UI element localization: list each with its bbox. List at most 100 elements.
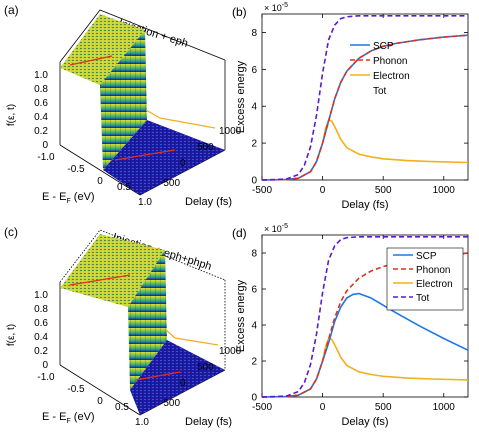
x-tick-label: 0.5: [117, 182, 131, 193]
z-tick-label: 0.6: [34, 98, 48, 109]
y-axis-label: Excess energy: [235, 279, 247, 352]
series-line-scp: [261, 34, 469, 181]
panel-c-surface-top: [60, 234, 165, 307]
z-tick-label: 0.8: [34, 84, 48, 95]
legend-label: Electron: [416, 279, 453, 290]
panel-c-surface-wall: [128, 250, 167, 390]
y-tick-label: 500: [197, 362, 214, 373]
y-multiplier-exp: -5: [282, 2, 288, 9]
x-tick-label: 0: [97, 176, 103, 187]
x-label-sub: F: [66, 198, 70, 205]
y-tick-label: 0: [180, 378, 186, 389]
panel-a-y-ticks: 1000 500 0 -500: [160, 126, 242, 189]
panel-a-surface-wall: [100, 30, 147, 170]
x-tick-label: 1000: [433, 402, 456, 413]
panel-c-x-ticks: -1.0 -0.5 0 0.5 1.0: [37, 372, 149, 428]
x-tick-label: 0: [320, 185, 326, 196]
legend-label: Tot: [373, 86, 387, 97]
legend-box: [386, 247, 464, 311]
x-label-main: E - E: [42, 411, 66, 423]
x-tick-label: 0.5: [115, 402, 129, 413]
y-tick-label: 0: [251, 176, 257, 187]
series-line-electron: [261, 119, 469, 181]
panel-a: (a) Injection + eph 1.0 0.8 0.6 0.4 0.2 …: [4, 3, 242, 208]
panel-a-z-ticks: 1.0 0.8 0.6 0.4 0.2 0: [34, 70, 48, 151]
series-line-phonon: [261, 34, 469, 181]
y-tick-label: 8: [251, 249, 257, 260]
y-tick-label: 8: [251, 28, 257, 39]
panel-a-x-axis: [59, 144, 141, 196]
x-axis-label: Delay (fs): [341, 199, 388, 211]
y-tick-label: 4: [251, 321, 257, 332]
series-line-tot: [261, 15, 468, 181]
legend-label: SCP: [416, 251, 437, 262]
legend-label: SCP: [373, 41, 394, 52]
y-tick-label: 6: [251, 285, 257, 296]
z-tick-label: 0.4: [34, 332, 48, 343]
panel-a-surface-floor: [103, 120, 225, 195]
plot-frame: [261, 234, 469, 398]
y-tick-label: 2: [251, 357, 257, 368]
panel-c: (c) Injection + eph+phph 1.0 0.8 0.6 0.4…: [4, 225, 242, 428]
panel-c-z-label: f(ε, t): [6, 324, 17, 346]
x-tick-label: -500: [252, 402, 272, 413]
y-tick-label: -500: [160, 398, 180, 409]
x-tick-label: -0.5: [67, 164, 85, 175]
z-tick-label: 0.4: [34, 112, 48, 123]
y-axis-label: Excess energy: [235, 60, 247, 133]
y-tick-label: 1000: [219, 346, 242, 357]
panel-label: (b): [232, 5, 247, 19]
x-label-sub: F: [66, 418, 70, 425]
x-tick-label: -0.5: [67, 384, 85, 395]
panel-a-box-back: [59, 9, 226, 63]
panel-c-y-label: Delay (fs): [185, 416, 232, 428]
y-tick-label: 4: [251, 102, 257, 113]
series-line-scp: [261, 292, 469, 398]
panel-c-t0-line-floor: [135, 371, 181, 381]
x-tick-label: 500: [375, 402, 392, 413]
legend: SCP Phonon Electron Tot: [350, 41, 410, 97]
x-label-unit: (eV): [71, 191, 95, 203]
panel-c-t0-line-top: [69, 274, 131, 286]
panel-c-y-ticks: 1000 500 0 -500: [160, 346, 242, 409]
x-tick-label: 1.0: [138, 197, 152, 208]
y-multiplier-base: × 10: [264, 224, 282, 234]
x-axis-label: Delay (fs): [341, 416, 388, 428]
z-tick-label: 0.8: [34, 304, 48, 315]
panel-c-box-back: [59, 229, 226, 283]
z-tick-label: 0.2: [34, 346, 48, 357]
y-multiplier: × 10-5: [264, 223, 288, 234]
x-tick-label: 500: [375, 185, 392, 196]
y-tick-label: -500: [160, 178, 180, 189]
panel-c-surface-floor: [130, 340, 225, 415]
y-multiplier-base: × 10: [264, 3, 282, 13]
panel-c-z-ticks: 1.0 0.8 0.6 0.4 0.2 0: [34, 290, 48, 371]
legend: SCP Phonon Electron Tot: [386, 247, 464, 311]
x-tick-label: -1.0: [37, 152, 55, 163]
x-tick-label: 1.0: [135, 417, 149, 428]
panel-a-z-label: f(ε, t): [6, 104, 17, 126]
y-tick-label: 2: [251, 139, 257, 150]
legend-label: Tot: [416, 293, 430, 304]
y-multiplier-exp: -5: [282, 223, 288, 230]
x-tick-label: -500: [252, 185, 272, 196]
z-tick-label: 0.6: [34, 318, 48, 329]
panel-a-trace: [145, 109, 216, 129]
z-tick-label: 0.2: [34, 126, 48, 137]
panel-a-t0-line-floor: [114, 149, 176, 161]
legend-label: Electron: [373, 71, 410, 82]
panel-label: (d): [232, 226, 247, 240]
panel-a-y-label: Delay (fs): [185, 196, 232, 208]
panel-c-trace: [165, 329, 219, 346]
x-tick-label: 0: [320, 402, 326, 413]
panel-a-label: (a): [4, 3, 19, 17]
y-tick-label: 500: [197, 142, 214, 153]
y-tick-label: 0: [251, 393, 257, 404]
legend-label: Phonon: [416, 265, 450, 276]
y-multiplier: × 10-5: [264, 2, 288, 13]
y-tick-label: 6: [251, 65, 257, 76]
legend-label: Phonon: [373, 56, 407, 67]
panel-c-x-axis: [59, 364, 141, 416]
